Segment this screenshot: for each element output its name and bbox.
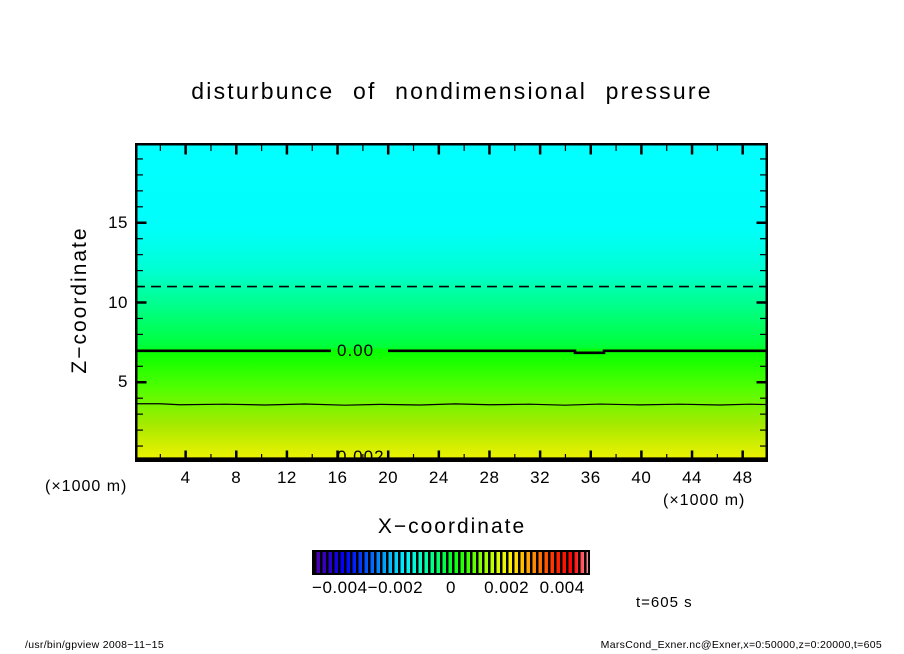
x-tick-label: 40 — [631, 468, 652, 487]
x-tick-label: 4 — [180, 468, 191, 487]
x-tick-label: 28 — [479, 468, 500, 487]
y-tick-label: 10 — [108, 292, 128, 312]
x-tick-label: 24 — [428, 468, 449, 487]
x-tick-label: 48 — [732, 468, 753, 487]
footer-command: /usr/bin/gpview 2008−11−15 — [25, 639, 164, 651]
colorbar-tick-label: 0.004 — [539, 578, 585, 597]
x-tick-label: 12 — [276, 468, 297, 487]
colorbar — [312, 550, 590, 575]
colorbar-strip — [314, 552, 588, 573]
x-axis-title: X−coordinate — [377, 515, 527, 538]
colorbar-tick-label: −0.002 — [367, 578, 424, 597]
colorbar-tick-label: 0.002 — [484, 578, 530, 597]
x-tick-label: 44 — [682, 468, 702, 487]
contour-label: 0.002 — [337, 446, 385, 466]
contour-label: 0.00 — [337, 341, 375, 361]
x-axis-unit-label: (×1000 m) — [663, 492, 746, 509]
y-axis-unit-label: (×1000 m) — [45, 478, 128, 495]
plot-frame — [135, 143, 768, 462]
y-tick-label: 15 — [108, 212, 128, 232]
contour-line-zero — [388, 349, 768, 355]
plot-area — [135, 143, 768, 462]
colorbar-tick-label: 0 — [446, 578, 456, 597]
x-tick-label: 32 — [530, 468, 551, 487]
y-tick-label: 5 — [118, 372, 128, 392]
contour-line-thin — [135, 403, 768, 406]
colorbar-tick-label: −0.004 — [312, 578, 368, 597]
time-stamp-label: t=605 s — [636, 594, 693, 611]
plot-title: disturbunce of nondimensional pressure — [191, 78, 713, 104]
x-tick-label: 16 — [327, 468, 348, 487]
footer-source-file: MarsCond_Exner.nc@Exner,x=0:50000,z=0:20… — [600, 639, 882, 651]
x-tick-label: 20 — [378, 468, 399, 487]
y-axis-title: Z−coordinate — [68, 226, 91, 374]
heatmap-canvas — [135, 143, 768, 462]
x-tick-label: 36 — [580, 468, 601, 487]
x-tick-label: 8 — [231, 468, 242, 487]
